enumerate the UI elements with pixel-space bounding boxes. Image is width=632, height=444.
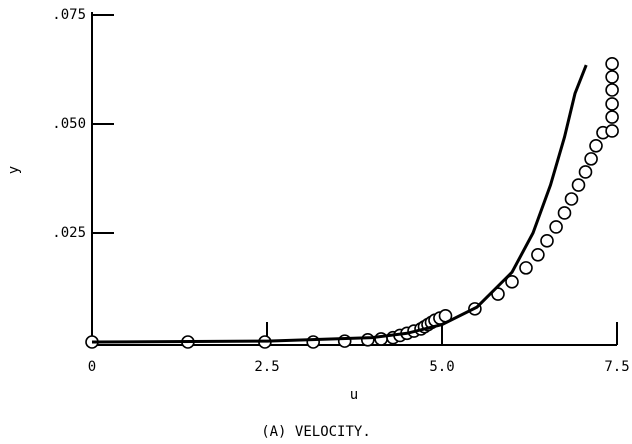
data-point bbox=[564, 192, 579, 206]
y-tick-label: .050 bbox=[52, 116, 86, 132]
y-tick-label: .075 bbox=[52, 7, 86, 23]
data-point bbox=[605, 110, 619, 124]
y-axis-label: y bbox=[6, 166, 22, 174]
y-tick-label: .025 bbox=[52, 225, 86, 241]
data-point bbox=[549, 220, 563, 234]
curve bbox=[91, 64, 588, 344]
data-point bbox=[605, 97, 619, 111]
data-point bbox=[531, 248, 545, 262]
x-axis-label: u bbox=[350, 387, 358, 403]
x-tick-label: 5.0 bbox=[429, 359, 454, 375]
data-point bbox=[605, 70, 619, 84]
x-tick-label: 0 bbox=[88, 359, 96, 375]
data-point bbox=[360, 333, 375, 347]
data-point bbox=[571, 178, 586, 192]
data-point bbox=[584, 152, 598, 166]
data-point bbox=[605, 83, 619, 97]
data-point bbox=[605, 57, 619, 71]
x-tick-label: 7.5 bbox=[604, 359, 629, 375]
data-point bbox=[540, 234, 554, 248]
data-point bbox=[505, 275, 519, 289]
data-point bbox=[589, 139, 603, 153]
data-point bbox=[605, 124, 619, 138]
x-tick-label: 2.5 bbox=[254, 359, 279, 375]
data-point bbox=[557, 206, 572, 220]
data-point bbox=[306, 335, 321, 349]
caption: (A) VELOCITY. bbox=[261, 424, 371, 440]
data-point bbox=[578, 165, 593, 179]
data-point bbox=[519, 261, 533, 275]
